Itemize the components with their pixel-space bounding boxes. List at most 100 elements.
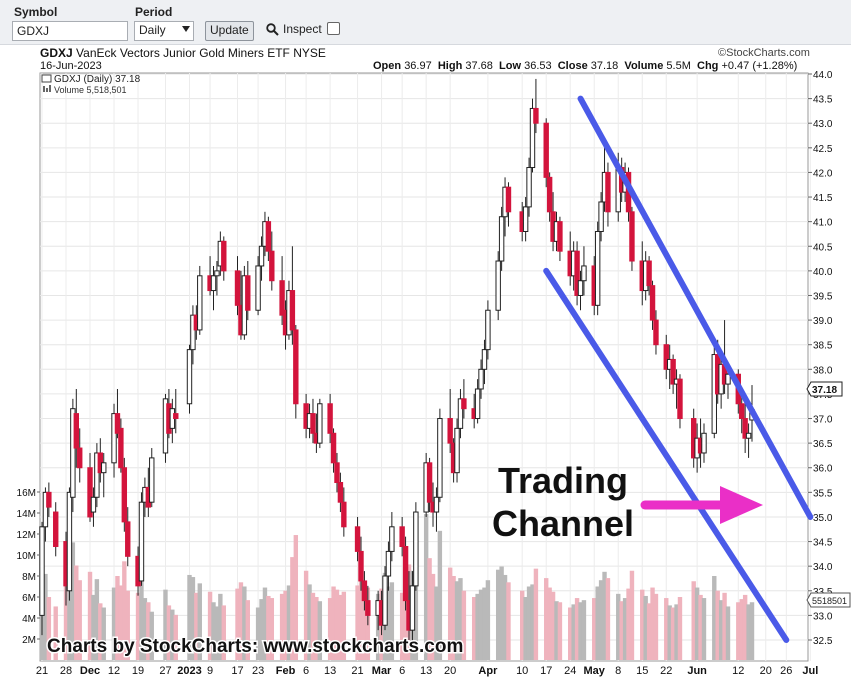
low-value: 36.53 xyxy=(524,60,552,72)
date-tick-label: 20 xyxy=(444,665,456,677)
volume-bar xyxy=(341,591,347,660)
date-tick-label: 28 xyxy=(60,665,72,677)
volume-bar xyxy=(646,603,652,660)
volume-bar xyxy=(338,594,343,660)
volume-bar xyxy=(471,597,477,660)
volume-bar xyxy=(214,606,220,660)
close-value: 37.18 xyxy=(590,60,619,72)
volume-bar xyxy=(331,586,336,660)
volume-bar xyxy=(67,588,72,660)
trading-label: Trading xyxy=(498,460,628,501)
period-select[interactable]: Daily xyxy=(134,21,194,41)
price-tick-label: 38.0 xyxy=(813,365,833,376)
volume-bar xyxy=(399,592,405,660)
candle-body xyxy=(605,171,611,213)
volume-bar xyxy=(592,598,597,660)
volume-bar xyxy=(550,591,556,660)
date-tick-label: 26 xyxy=(780,665,792,677)
volume-bar xyxy=(715,590,720,660)
date-tick-label: 27 xyxy=(159,665,171,677)
volume-bar xyxy=(427,558,432,660)
volume-bar xyxy=(530,584,535,660)
date-tick-label: 24 xyxy=(564,665,576,677)
volume-bar xyxy=(207,591,213,660)
candle-body xyxy=(581,265,587,282)
volume-bar xyxy=(653,593,659,660)
candle-body xyxy=(646,260,652,287)
date-tick-label: 6 xyxy=(399,665,405,677)
volume-bar xyxy=(74,565,79,660)
volume-bar xyxy=(622,598,628,660)
low-label: Low xyxy=(499,60,522,72)
date-tick-label: May xyxy=(584,665,606,677)
volume-bar xyxy=(447,567,453,660)
candle-body xyxy=(289,290,296,331)
candle-body xyxy=(265,221,272,252)
volume-bar xyxy=(98,603,103,660)
inspect-checkbox[interactable] xyxy=(327,22,340,35)
candle-body xyxy=(358,550,364,582)
volume-bar xyxy=(667,605,672,660)
last-volume-tag: 5518501 xyxy=(806,592,851,608)
date-tick-label: Dec xyxy=(80,665,100,677)
candle-body xyxy=(495,260,501,311)
date-tick-label: 17 xyxy=(231,665,243,677)
security-name: VanEck Vectors Junior Gold Miners ETF xyxy=(76,46,290,60)
ticker-symbol: GDXJ xyxy=(40,46,73,60)
volume-bar xyxy=(595,586,600,660)
last-volume-value: 5518501 xyxy=(812,596,847,606)
volume-bar xyxy=(674,604,679,660)
candle-body xyxy=(327,403,333,434)
price-tick-label: 34.0 xyxy=(813,562,833,573)
channel-line-upper xyxy=(577,95,814,520)
candle-body xyxy=(461,398,467,410)
update-button[interactable]: Update xyxy=(205,21,254,41)
date-tick-label: Feb xyxy=(276,665,296,677)
volume-tick-label: 2M xyxy=(22,635,36,646)
volume-bar xyxy=(262,587,268,660)
candle-body xyxy=(341,501,347,528)
volume-bar xyxy=(211,602,216,660)
volume-bar xyxy=(554,601,559,660)
volume-bar xyxy=(547,587,552,660)
volume-bar xyxy=(317,601,323,660)
date-tick-label: 12 xyxy=(732,665,744,677)
inspect-label: Inspect xyxy=(283,22,322,36)
volume-bar xyxy=(166,605,172,660)
price-tick-label: 43.5 xyxy=(813,95,833,106)
date-tick-label: 10 xyxy=(516,665,528,677)
candle-body xyxy=(546,176,553,213)
candle-body xyxy=(649,285,656,321)
candle-body xyxy=(149,457,155,503)
price-candles xyxy=(39,78,755,645)
candle-body xyxy=(255,265,261,311)
period-select-value: Daily xyxy=(139,23,166,37)
volume-bar xyxy=(461,590,467,660)
volume-legend: Volume 5,518,501 xyxy=(54,85,127,95)
chart-title: GDXJ VanEck Vectors Junior Gold Miners E… xyxy=(40,46,326,60)
price-tick-label: 33.0 xyxy=(813,611,833,622)
volume-bar xyxy=(355,585,360,660)
date-tick-label: 23 xyxy=(252,665,264,677)
volume-bar xyxy=(701,598,707,660)
candle-body xyxy=(70,408,76,498)
volume-bar xyxy=(307,584,312,660)
price-tick-label: 36.5 xyxy=(813,439,833,450)
ohlc-summary: Open 36.97 High 37.68 Low 36.53 Close 37… xyxy=(373,60,797,72)
volume-bar xyxy=(115,576,120,660)
price-tick-label: 35.0 xyxy=(813,513,833,524)
date-tick-label: Mar xyxy=(372,665,392,677)
volume-axis: 2M 4M 6M 8M 10M 12M 14M 16M xyxy=(17,488,40,646)
symbol-input[interactable] xyxy=(12,21,128,41)
volume-bar xyxy=(502,574,508,660)
price-legend-icon xyxy=(41,74,52,83)
volume-bar xyxy=(557,602,563,660)
volume-bar xyxy=(242,586,247,660)
volume-bar xyxy=(602,571,607,660)
volume-bar xyxy=(650,587,655,660)
candle-body xyxy=(234,270,241,306)
symbol-label: Symbol xyxy=(14,5,58,19)
candle-body xyxy=(337,482,344,503)
candle-body xyxy=(42,491,49,528)
